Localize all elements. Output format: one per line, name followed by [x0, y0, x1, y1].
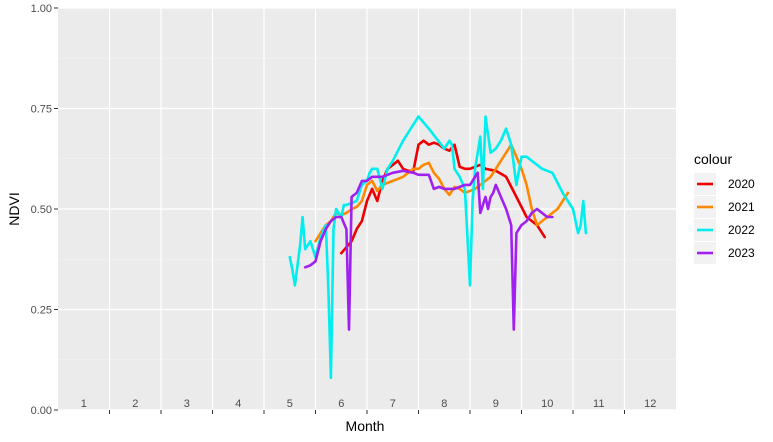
x-tick-label: 12 — [644, 398, 656, 410]
y-tick-label: 1.00 — [31, 3, 52, 15]
y-axis-title: NDVI — [6, 192, 22, 225]
y-axis: 0.00 0.25 0.50 0.75 1.00 — [31, 3, 58, 417]
y-tick-label: 0.75 — [31, 104, 52, 116]
legend-items: 2020 2021 2022 2023 — [694, 173, 755, 264]
x-axis: 1 2 3 4 5 6 7 8 9 10 11 12 — [81, 398, 656, 414]
x-tick-label: 5 — [287, 398, 293, 410]
x-tick-label: 8 — [441, 398, 447, 410]
x-tick-label: 7 — [390, 398, 396, 410]
series-line-2023 — [303, 169, 554, 331]
series-line-2020 — [339, 139, 547, 255]
series-lines — [288, 115, 588, 380]
x-tick-label: 3 — [184, 398, 190, 410]
legend-label-2020: 2020 — [728, 177, 755, 191]
legend-title: colour — [694, 151, 732, 167]
x-axis-title: Month — [346, 418, 385, 434]
y-tick-label: 0.50 — [31, 204, 52, 216]
legend-label-2022: 2022 — [728, 223, 755, 237]
x-tick-label: 4 — [235, 398, 241, 410]
x-tick-label: 10 — [541, 398, 553, 410]
y-tick-label: 0.25 — [31, 305, 52, 317]
legend: colour 2020 2021 2022 2023 — [694, 151, 755, 264]
x-tick-label: 6 — [338, 398, 344, 410]
x-tick-label: 11 — [593, 398, 604, 410]
x-tick-label: 9 — [493, 398, 499, 410]
y-tick-label: 0.00 — [31, 405, 52, 417]
x-tick-label: 1 — [81, 398, 87, 410]
series-line-2021 — [314, 143, 570, 243]
legend-label-2021: 2021 — [728, 200, 755, 214]
major-gridlines — [58, 7, 676, 411]
series-line-2022 — [288, 115, 588, 380]
x-tick-label: 2 — [132, 398, 138, 410]
legend-label-2023: 2023 — [728, 246, 755, 260]
